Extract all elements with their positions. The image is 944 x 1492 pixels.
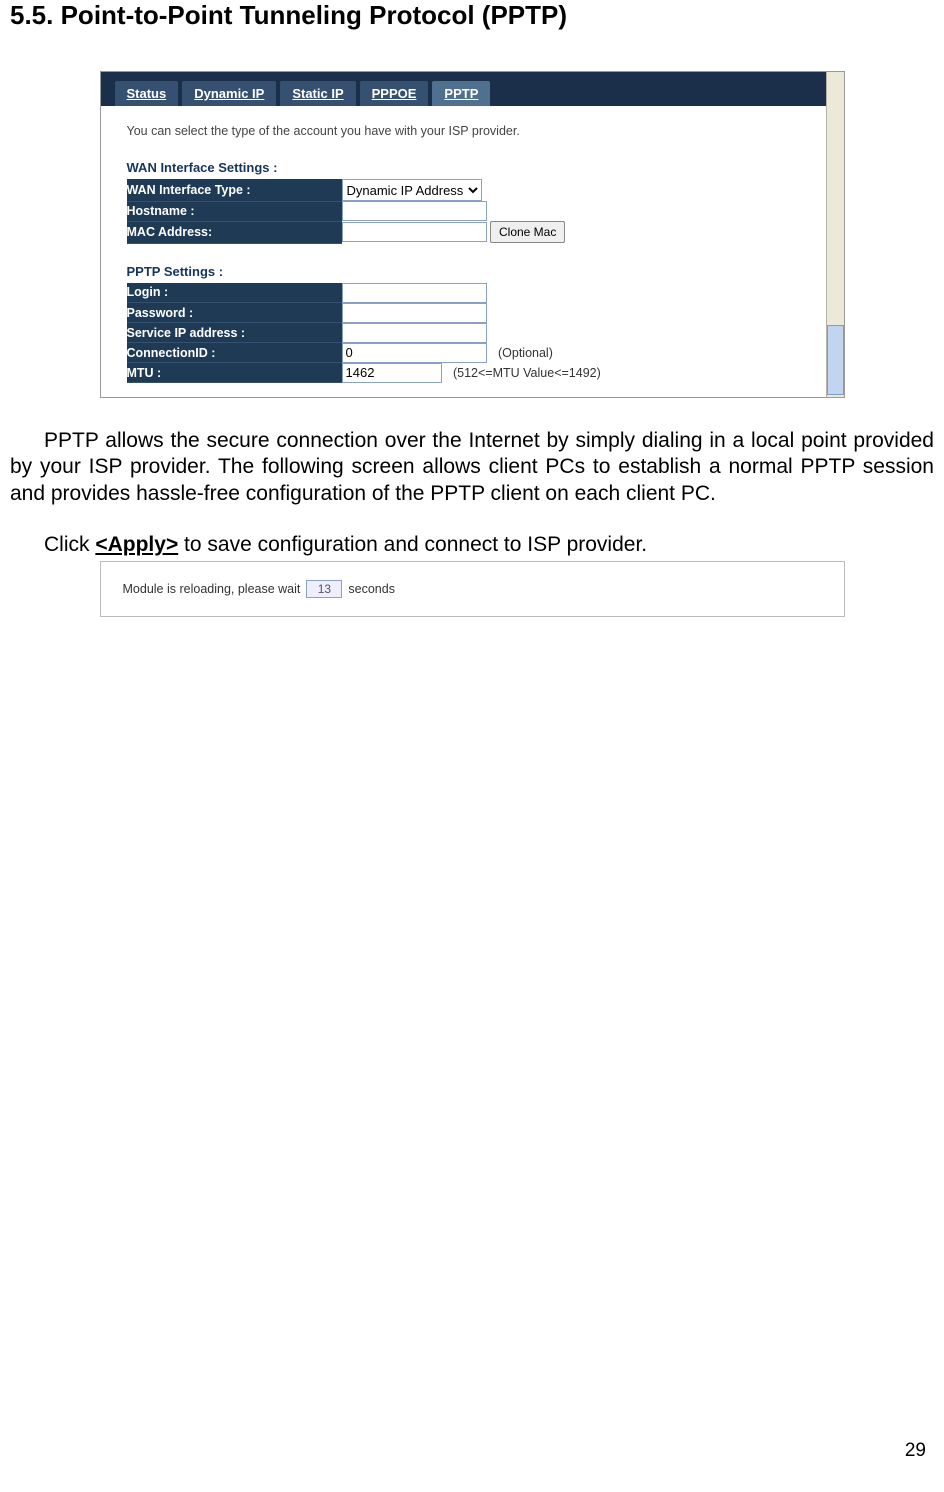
tab-status[interactable]: Status	[115, 81, 179, 106]
intro-text: You can select the type of the account y…	[127, 124, 800, 138]
reload-post: seconds	[348, 582, 395, 596]
login-input[interactable]	[342, 283, 487, 303]
connid-input[interactable]	[342, 343, 487, 363]
mtu-label: MTU :	[127, 363, 342, 383]
scrollbar[interactable]	[826, 72, 844, 397]
connid-label: ConnectionID :	[127, 343, 342, 363]
password-input[interactable]	[342, 303, 487, 323]
router-config-screenshot: Status Dynamic IP Static IP PPPOE PPTP Y…	[100, 71, 845, 398]
description-paragraph: PPTP allows the secure connection over t…	[10, 428, 934, 507]
apply-instruction: Click <Apply> to save configuration and …	[44, 533, 934, 557]
mtu-input[interactable]	[342, 363, 442, 383]
tab-pptp[interactable]: PPTP	[432, 81, 490, 106]
connid-suffix: (Optional)	[498, 346, 553, 360]
reload-countdown	[306, 580, 342, 598]
mtu-suffix: (512<=MTU Value<=1492)	[453, 366, 601, 380]
pptp-heading: PPTP Settings :	[127, 264, 800, 279]
reload-pre: Module is reloading, please wait	[123, 582, 301, 596]
scrollbar-thumb[interactable]	[827, 325, 844, 395]
section-heading: 5.5. Point-to-Point Tunneling Protocol (…	[10, 0, 934, 31]
reload-screenshot: Module is reloading, please wait seconds	[100, 561, 845, 617]
wan-type-label: WAN Interface Type :	[127, 179, 342, 201]
pptp-settings-table: Login : Password : Service IP address :	[127, 283, 800, 384]
serviceip-input[interactable]	[342, 323, 487, 343]
apply-keyword: <Apply>	[95, 533, 178, 556]
wan-heading: WAN Interface Settings :	[127, 160, 800, 175]
clone-mac-button[interactable]: Clone Mac	[490, 221, 565, 243]
hostname-input[interactable]	[342, 201, 487, 221]
tab-pppoe[interactable]: PPPOE	[360, 81, 429, 106]
serviceip-label: Service IP address :	[127, 323, 342, 343]
login-label: Login :	[127, 283, 342, 303]
tab-static-ip[interactable]: Static IP	[280, 81, 355, 106]
password-label: Password :	[127, 303, 342, 323]
mac-input[interactable]	[342, 222, 487, 242]
hostname-label: Hostname :	[127, 201, 342, 221]
wan-type-select[interactable]: Dynamic IP Address	[342, 179, 482, 201]
page-number: 29	[905, 1440, 926, 1462]
tab-bar: Status Dynamic IP Static IP PPPOE PPTP	[101, 72, 826, 106]
tab-dynamic-ip[interactable]: Dynamic IP	[182, 81, 276, 106]
mac-label: MAC Address:	[127, 221, 342, 243]
wan-settings-table: WAN Interface Type : Dynamic IP Address …	[127, 179, 800, 244]
